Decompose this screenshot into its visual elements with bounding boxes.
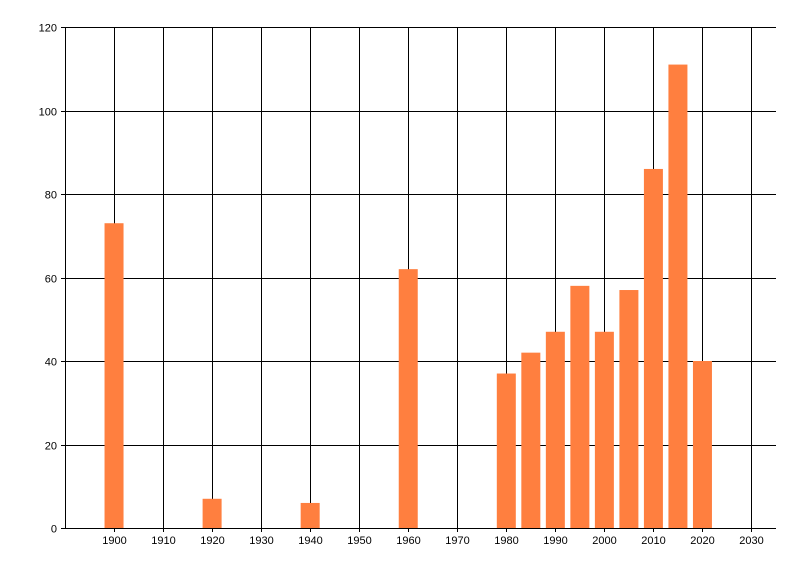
x-tick-label: 2020 [690,535,714,547]
bar-2015 [668,64,688,528]
bar-1920 [202,498,222,528]
bar-1995 [570,285,590,528]
bar-1980 [496,373,516,528]
y-tick-label: 120 [39,23,57,35]
bar-2000 [594,331,614,528]
bar-2005 [619,290,639,528]
bar-2020 [692,361,712,528]
y-axis-tick-labels: 0 20 40 60 80 100 120 [39,23,57,536]
bar-2010 [643,168,663,528]
y-tick-label: 20 [45,441,57,453]
x-tick-label: 1920 [200,535,224,547]
x-axis-tick-labels: 1900 1910 1920 1930 1940 1950 1960 1970 1980 1990… [102,535,763,547]
y-tick-label: 100 [39,107,57,119]
bar-1900 [104,223,124,528]
bar-1990 [545,331,565,528]
x-tick-label: 2010 [641,535,665,547]
x-tick-label: 1970 [445,535,469,547]
x-tick-label: 2000 [592,535,616,547]
x-tick-label: 1980 [494,535,518,547]
x-tick-label: 1940 [298,535,322,547]
x-tick-label: 1950 [347,535,371,547]
y-tick-label: 40 [45,357,57,369]
y-tick-label: 80 [45,190,57,202]
x-tick-label: 1910 [151,535,175,547]
bar-1985 [521,352,541,528]
bar-1960 [398,269,418,528]
axes [61,27,776,532]
x-tick-label: 1990 [543,535,567,547]
x-tick-label: 1960 [396,535,420,547]
x-tick-label: 1930 [249,535,273,547]
bar-1940 [300,502,320,528]
y-tick-label: 0 [51,524,57,536]
bars [104,64,712,528]
y-tick-label: 60 [45,274,57,286]
x-tick-label: 1900 [102,535,126,547]
x-tick-label: 2030 [739,535,763,547]
